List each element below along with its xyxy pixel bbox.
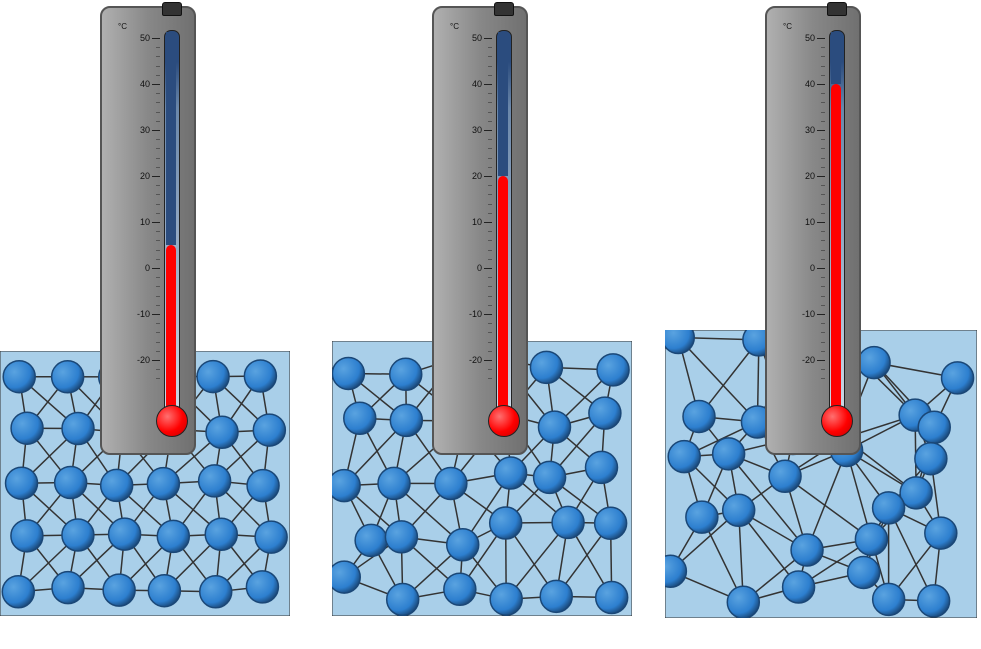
scale-tick-label: -20 [469, 355, 482, 365]
thermometer-bulb [821, 405, 853, 437]
thermometer: °C 50403020100-10-20 [432, 6, 528, 455]
scale-tick-label: 40 [805, 79, 815, 89]
scale-tick-label: 0 [145, 263, 150, 273]
thermometer-cap [494, 2, 514, 16]
scale-tick-label: 50 [805, 33, 815, 43]
thermometer-cap [162, 2, 182, 16]
scale-tick-label: 20 [472, 171, 482, 181]
mercury-column [831, 84, 841, 413]
thermometer: °C 50403020100-10-20 [100, 6, 196, 455]
thermometer-bulb [488, 405, 520, 437]
scale-tick-label: 30 [805, 125, 815, 135]
panel-medium: °C 50403020100-10-20 [332, 0, 632, 616]
scale-tick-label: 30 [472, 125, 482, 135]
thermometer-bulb [156, 405, 188, 437]
scale-tick-label: -10 [137, 309, 150, 319]
scale-tick-label: -20 [137, 355, 150, 365]
scale-tick-label: 0 [477, 263, 482, 273]
scale-tick-label: 0 [810, 263, 815, 273]
scale-tick-label: 10 [472, 217, 482, 227]
thermometer-cap [827, 2, 847, 16]
thermometer-scale: 50 40 30 20 10 0 -10 -20 [448, 8, 492, 453]
scale-tick-label: 40 [472, 79, 482, 89]
scale-tick-label: 20 [140, 171, 150, 181]
scale-tick-label: -10 [469, 309, 482, 319]
mercury-column [498, 176, 508, 413]
scale-tick-label: -20 [802, 355, 815, 365]
scale-tick-label: 20 [805, 171, 815, 181]
scale-tick-label: 10 [805, 217, 815, 227]
panel-hot: °C 50403020100-10-20 [665, 0, 977, 618]
thermometer: °C 50403020100-10-20 [765, 6, 861, 455]
thermometer-scale: 50 40 30 20 10 0 -10 -20 [116, 8, 160, 453]
tube-blue [498, 32, 508, 176]
scale-tick-label: 40 [140, 79, 150, 89]
panel-cold: °C 50403020100-10-20 [0, 0, 290, 616]
tube-blue [831, 32, 841, 84]
scale-tick-label: 50 [140, 33, 150, 43]
scale-tick-label: -10 [802, 309, 815, 319]
scale-tick-label: 50 [472, 33, 482, 43]
mercury-column [166, 245, 176, 413]
tube-blue [166, 32, 176, 245]
scale-tick-label: 30 [140, 125, 150, 135]
thermometer-scale: 50 40 30 20 10 0 -10 -20 [781, 8, 825, 453]
scale-tick-label: 10 [140, 217, 150, 227]
